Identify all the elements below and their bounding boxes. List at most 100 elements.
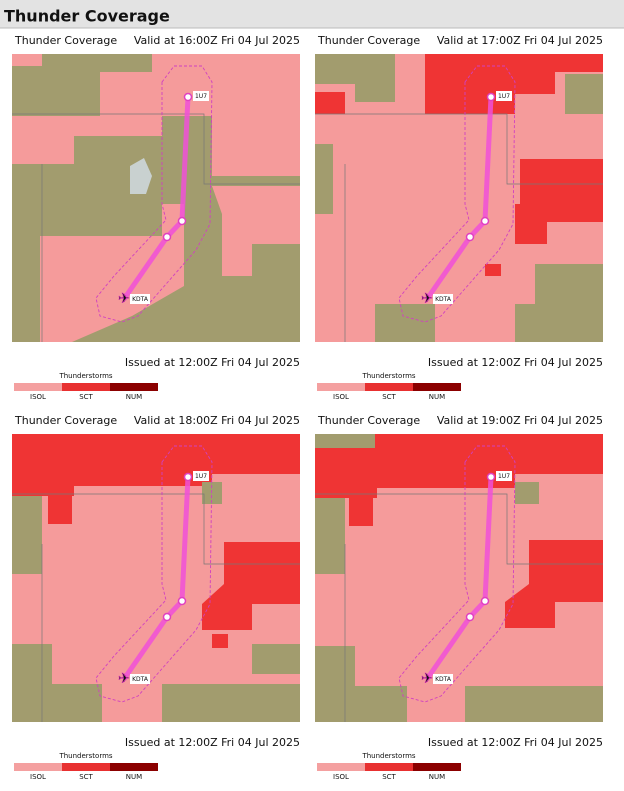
coverage-area — [425, 54, 603, 114]
issued-time: Issued at 12:00Z Fri 04 Jul 2025 — [428, 736, 603, 749]
map: ✈ 1U7 KDTA — [315, 434, 603, 722]
coverage-area — [252, 644, 300, 674]
legend-label: ISOL — [30, 393, 46, 401]
map-layers: ✈ 1U7 KDTA — [315, 434, 603, 722]
panel-valid-time: Valid at 19:00Z Fri 04 Jul 2025 — [437, 414, 603, 427]
title-bar — [0, 0, 624, 28]
issued-time: Issued at 12:00Z Fri 04 Jul 2025 — [125, 736, 300, 749]
waypoint-label: KDTA — [132, 676, 149, 683]
waypoint-label: 1U7 — [498, 473, 510, 480]
route-line — [424, 476, 494, 681]
panel-valid-time: Valid at 18:00Z Fri 04 Jul 2025 — [134, 414, 300, 427]
route-corridor — [398, 445, 516, 703]
waypoint — [183, 92, 193, 102]
route-line — [121, 476, 191, 681]
page-title: Thunder Coverage — [4, 7, 170, 26]
waypoint — [177, 216, 187, 226]
legend-label: SCT — [79, 773, 93, 781]
map: ✈ 1U7 KDTA — [12, 434, 300, 722]
legend-label: NUM — [126, 393, 142, 401]
waypoint-label: KDTA — [435, 676, 452, 683]
coverage-area — [12, 434, 300, 496]
coverage-area — [12, 54, 300, 176]
coverage-area — [48, 492, 72, 524]
legend-label: SCT — [79, 393, 93, 401]
coverage-area — [375, 304, 435, 342]
map-layers: ✈ 1U7 KDTA — [315, 54, 603, 342]
waypoint-label: 1U7 — [195, 473, 207, 480]
coverage-area — [12, 54, 42, 66]
legend-title: Thunderstorms — [361, 752, 415, 760]
boundary-line — [12, 493, 300, 565]
legend-swatch — [365, 383, 413, 391]
panel-title: Thunder Coverage — [317, 414, 420, 427]
waypoint-label-bg — [130, 674, 150, 684]
waypoint — [162, 612, 172, 622]
coverage-area — [162, 684, 300, 722]
waypoint-label: KDTA — [132, 296, 149, 303]
plane-icon: ✈ — [118, 671, 130, 687]
issued-time: Issued at 12:00Z Fri 04 Jul 2025 — [125, 356, 300, 369]
legend-swatch — [62, 383, 110, 391]
legend-swatch — [413, 383, 461, 391]
panel-title: Thunder Coverage — [14, 414, 117, 427]
route-corridor — [95, 445, 213, 703]
coverage-area — [515, 482, 539, 504]
legend-label: NUM — [429, 393, 445, 401]
coverage-area — [505, 540, 603, 628]
coverage-area — [315, 434, 603, 498]
route-line — [424, 96, 494, 301]
legend-swatch — [317, 763, 365, 771]
legend-swatch — [14, 383, 62, 391]
waypoint-label-bg — [433, 674, 453, 684]
legend-label: NUM — [126, 773, 142, 781]
panel-valid-time: Valid at 17:00Z Fri 04 Jul 2025 — [437, 34, 603, 47]
coverage-area — [12, 644, 102, 722]
waypoint — [465, 612, 475, 622]
plane-icon: ✈ — [118, 291, 130, 307]
legend-label: ISOL — [30, 773, 46, 781]
coverage-area — [565, 74, 603, 114]
legend-title: Thunderstorms — [58, 372, 112, 380]
waypoint — [177, 596, 187, 606]
waypoint-label: KDTA — [435, 296, 452, 303]
waypoint — [162, 232, 172, 242]
coverage-area — [515, 159, 603, 244]
coverage-area — [465, 686, 603, 722]
waypoint-label-bg — [193, 91, 209, 101]
route-corridor — [398, 65, 516, 323]
legend-swatch — [365, 763, 413, 771]
panel-title: Thunder Coverage — [317, 34, 420, 47]
map: ✈ 1U7 KDTA — [315, 54, 603, 342]
coverage-area — [212, 634, 228, 648]
coverage-area — [12, 496, 42, 574]
boundary-line — [315, 493, 603, 565]
coverage-area — [315, 144, 333, 214]
legend-label: NUM — [429, 773, 445, 781]
coverage-area — [315, 498, 345, 574]
coverage-area — [315, 54, 395, 102]
legend-swatch — [14, 763, 62, 771]
coverage-area — [515, 264, 603, 342]
waypoint — [486, 472, 496, 482]
legend-swatch — [62, 763, 110, 771]
legend-swatch — [110, 763, 158, 771]
boundary-line — [315, 113, 603, 185]
panel-title: Thunder Coverage — [14, 34, 117, 47]
legend-swatch — [110, 383, 158, 391]
coverage-area — [40, 204, 184, 342]
waypoint — [486, 92, 496, 102]
issued-time: Issued at 12:00Z Fri 04 Jul 2025 — [428, 356, 603, 369]
route-corridor — [95, 65, 213, 323]
waypoint — [480, 216, 490, 226]
legend-swatch — [317, 383, 365, 391]
waypoint-label-bg — [193, 471, 209, 481]
waypoint — [480, 596, 490, 606]
waypoint-label: 1U7 — [498, 93, 510, 100]
legend-label: SCT — [382, 393, 396, 401]
waypoint-label-bg — [433, 294, 453, 304]
legend-swatch — [413, 763, 461, 771]
waypoint-label-bg — [496, 91, 512, 101]
